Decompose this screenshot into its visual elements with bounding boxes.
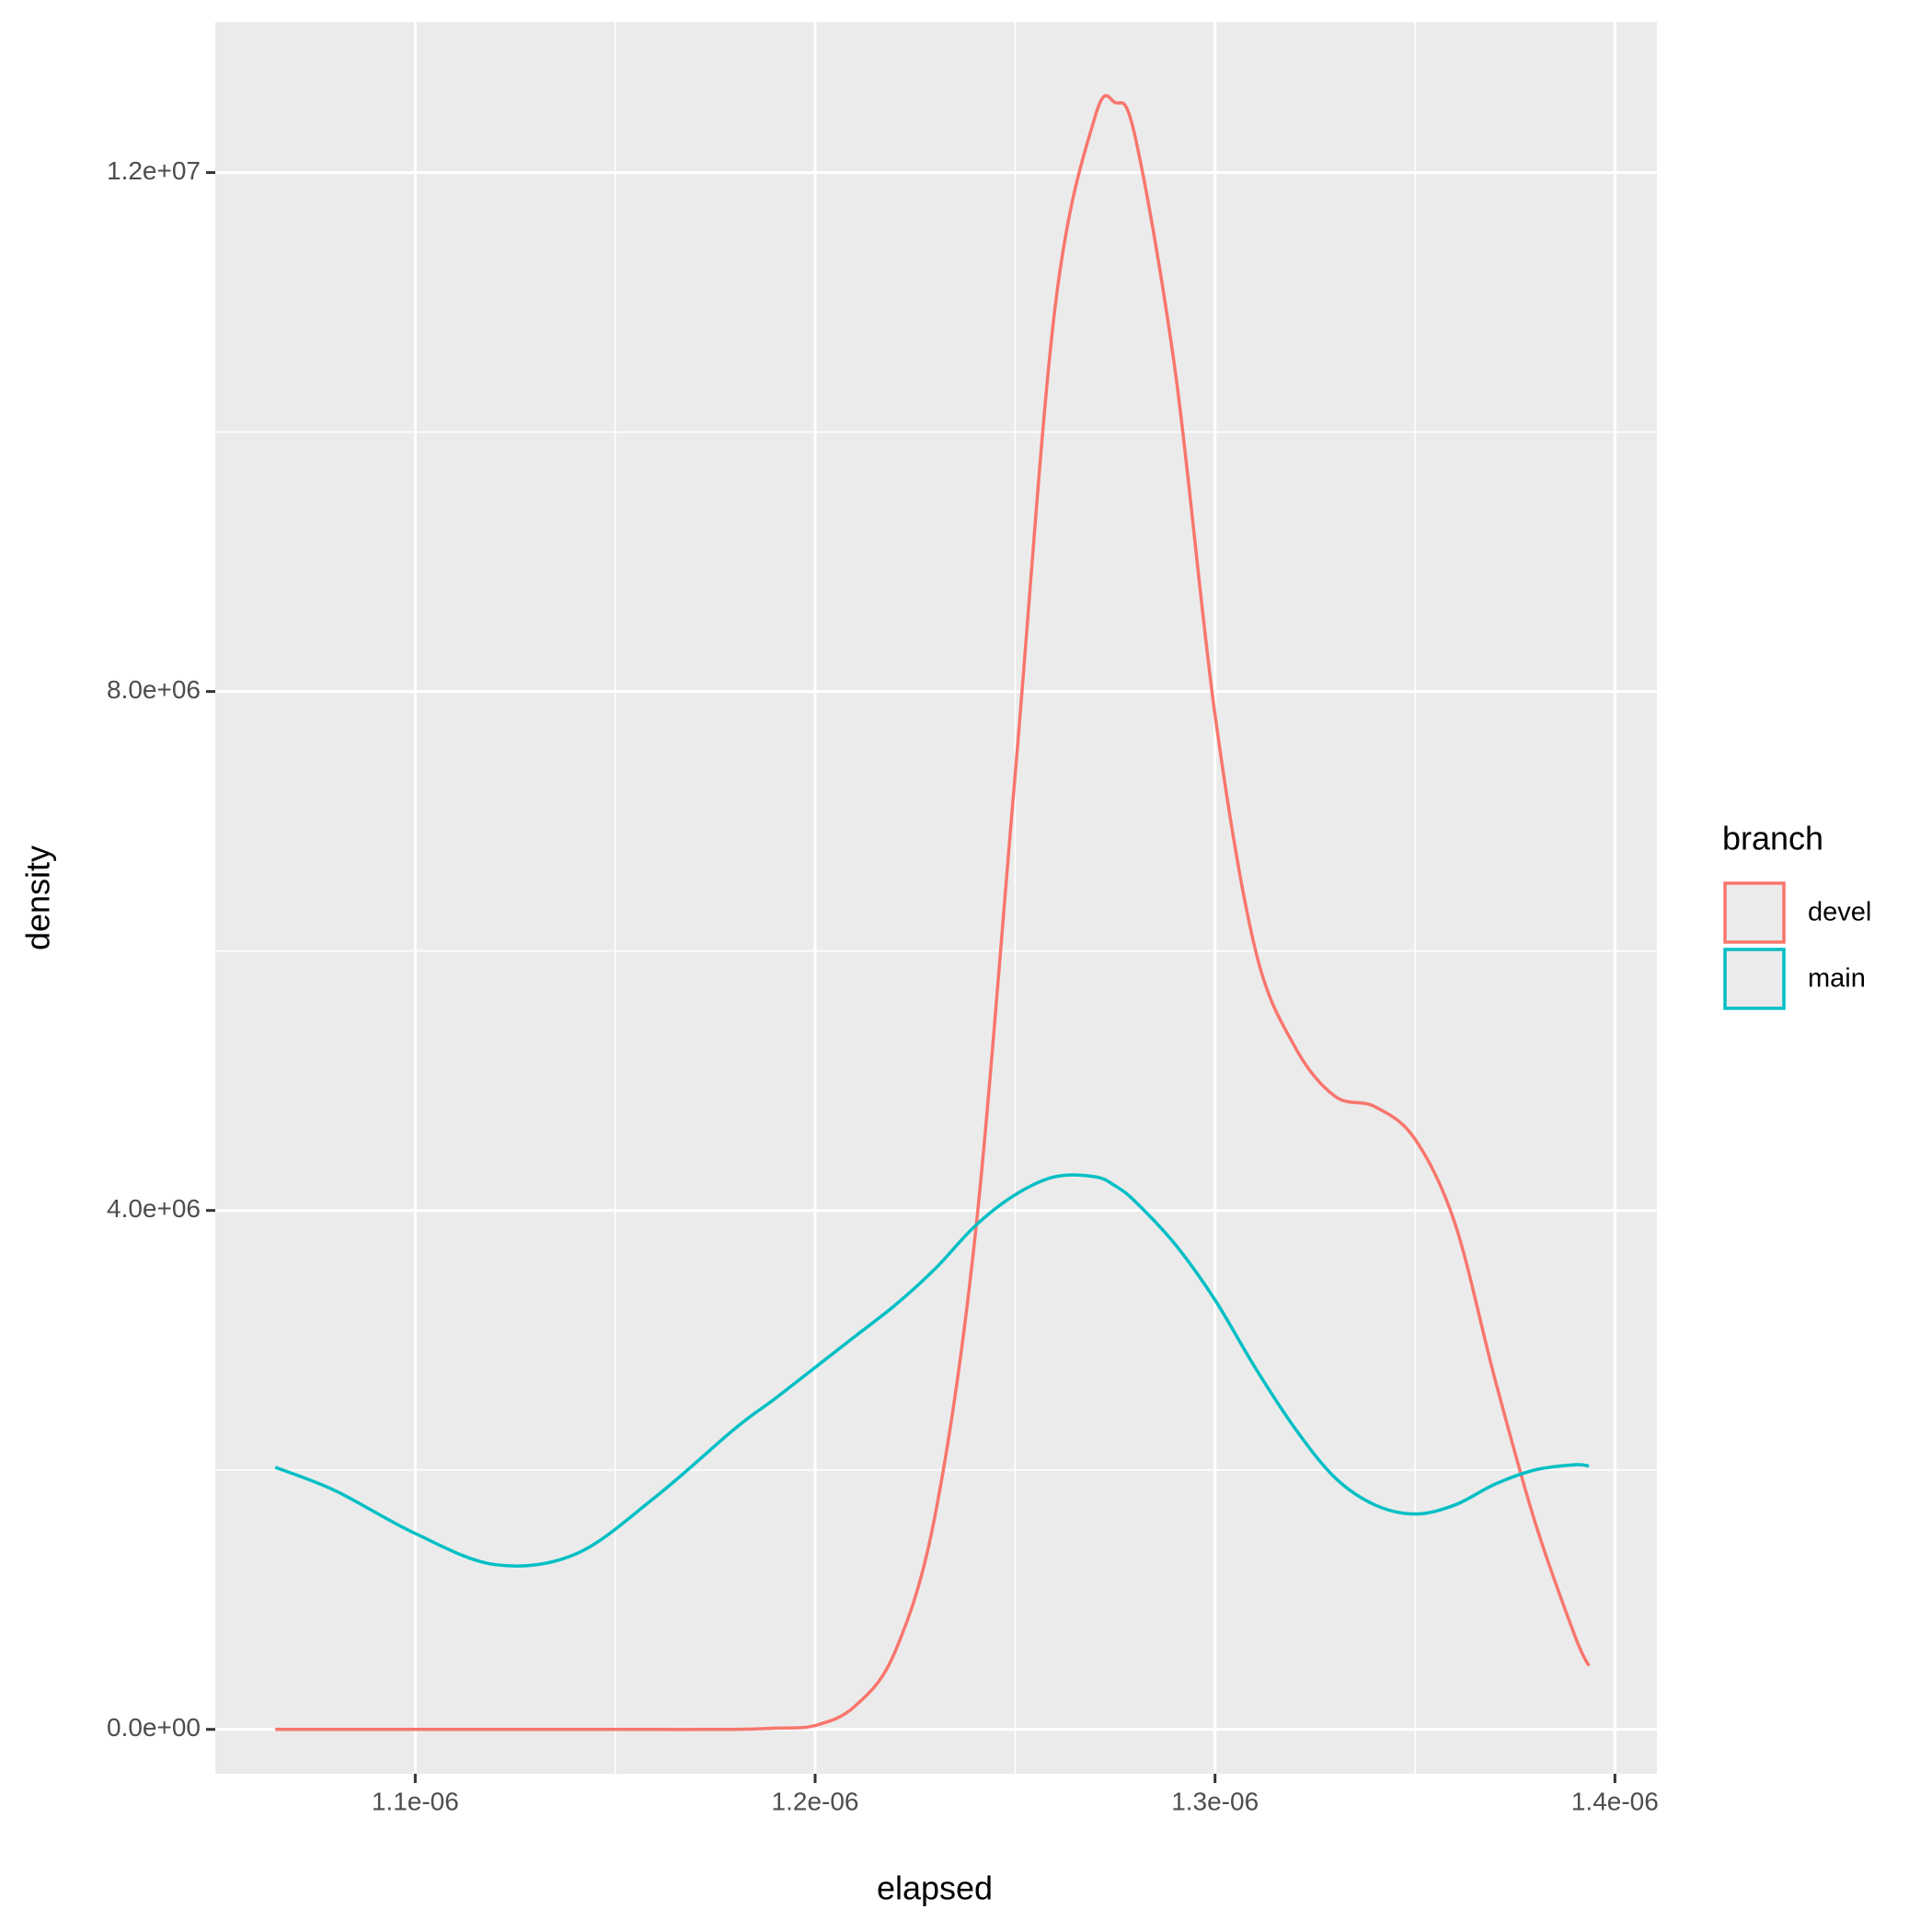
x-tick-label: 1.1e-06 (372, 1787, 459, 1815)
y-tick-label: 4.0e+06 (107, 1194, 201, 1223)
x-tick-label: 1.3e-06 (1171, 1787, 1259, 1815)
grid (215, 22, 1657, 1774)
y-tick-label: 0.0e+00 (107, 1713, 201, 1742)
y-axis-title: density (19, 845, 57, 950)
density-line (275, 94, 1591, 1731)
plot-panel (215, 22, 1657, 1774)
x-axis-title: elapsed (877, 1869, 993, 1907)
density-line (274, 1173, 1590, 1568)
legend-title: branch (1722, 820, 1823, 857)
legend-key (1723, 881, 1786, 944)
legend-key (1723, 948, 1786, 1010)
x-tick-label: 1.4e-06 (1571, 1787, 1659, 1815)
legend-label: devel (1808, 898, 1871, 927)
lines (274, 94, 1591, 1731)
legend-label: main (1808, 964, 1866, 994)
axes: 1.1e-06 1.2e-06 1.3e-06 1.4e-06 0.0e+00 4.0e+… (107, 156, 1659, 1815)
x-tick-label: 1.2e-06 (772, 1787, 859, 1815)
y-tick-label: 1.2e+07 (107, 156, 201, 185)
legend: branch devel main (1722, 820, 1871, 1010)
y-tick-label: 8.0e+06 (107, 675, 201, 704)
